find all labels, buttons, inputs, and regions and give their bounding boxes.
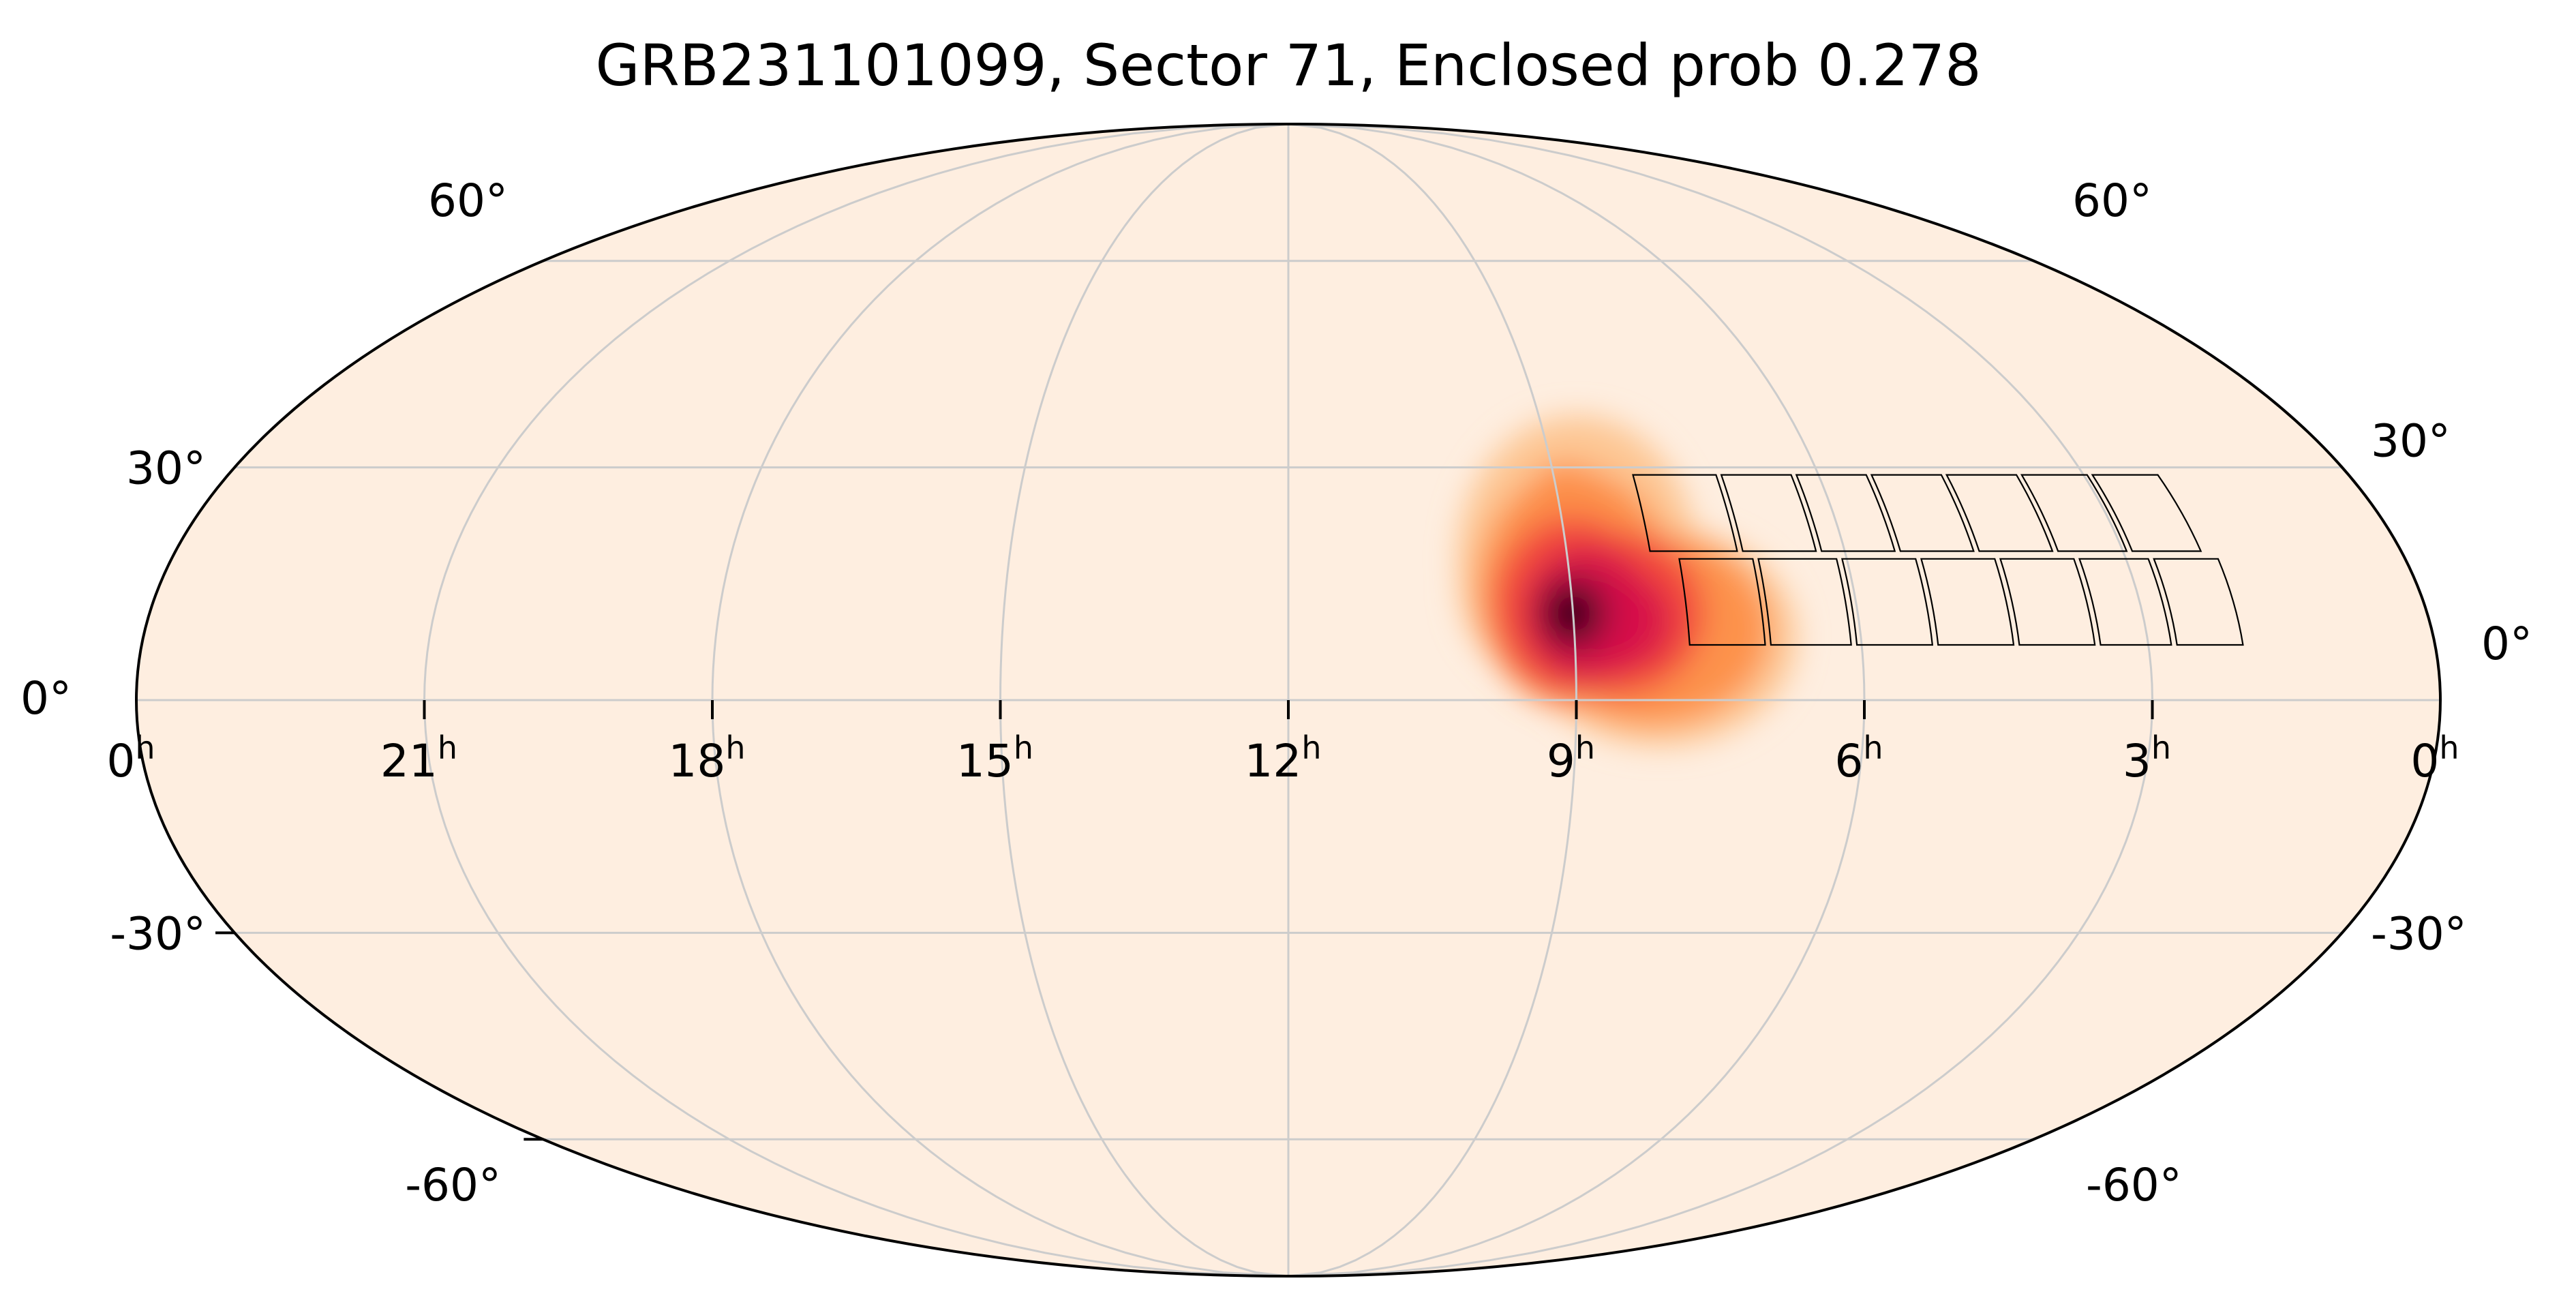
ra-tick-label: 15h: [956, 729, 1033, 787]
footprint-tile: [2091, 474, 2202, 552]
footprint-tile: [2153, 558, 2244, 646]
dec-tick-label-left: 0°: [20, 672, 72, 725]
dec-tick-label-left: 60°: [428, 175, 508, 227]
dec-tick-label-right: 30°: [2371, 415, 2451, 468]
ra-tick-label: 0h: [106, 729, 155, 787]
ra-tick-label: 6h: [1834, 729, 1883, 787]
footprint-tile: [1632, 474, 1738, 552]
footprint-tile: [1720, 474, 1817, 552]
footprint-tile: [1757, 558, 1852, 646]
dec-tick-label-right: 0°: [2481, 618, 2532, 670]
footprint-tile: [1945, 474, 2054, 552]
footprint-tile: [1678, 558, 1766, 646]
dec-tick-label-left: -60°: [405, 1159, 501, 1211]
footprint-tile: [1840, 558, 1934, 646]
footprint-tile: [1999, 558, 2096, 646]
dec-tick-label-right: -60°: [2086, 1159, 2182, 1211]
ra-tick-label: 9h: [1547, 729, 1595, 787]
dec-tick-label-left: 30°: [126, 442, 206, 495]
footprint-tile: [1795, 474, 1896, 552]
sky-outline: [135, 123, 2442, 1278]
footprint-tile: [1920, 558, 2015, 646]
ra-tick-label: 0h: [2410, 729, 2459, 787]
dec-tick-label-right: 60°: [2072, 175, 2152, 227]
chart-title: GRB231101099, Sector 71, Enclosed prob 0…: [595, 32, 1981, 99]
footprint-tile: [2078, 558, 2172, 646]
axis-ticks: [215, 700, 2154, 1141]
ra-tick-label: 12h: [1244, 729, 1321, 787]
footprint-tile: [1870, 474, 1975, 552]
dec-tick-label-right: -30°: [2371, 907, 2467, 960]
footprint-tile: [2020, 474, 2128, 552]
axis-labels: 0h 21h 18h 15h 12h 9h 6h 3h 0h 60° 60° 30° 30° 0° 0° -3…: [20, 175, 2532, 1211]
dec-tick-label-left: -30°: [110, 907, 206, 960]
ra-tick-label: 21h: [380, 729, 457, 787]
sector-footprint: [1632, 474, 2244, 646]
ra-tick-label: 3h: [2123, 729, 2171, 787]
heat-blob: [1550, 591, 1592, 635]
ra-tick-label: 18h: [668, 729, 745, 787]
